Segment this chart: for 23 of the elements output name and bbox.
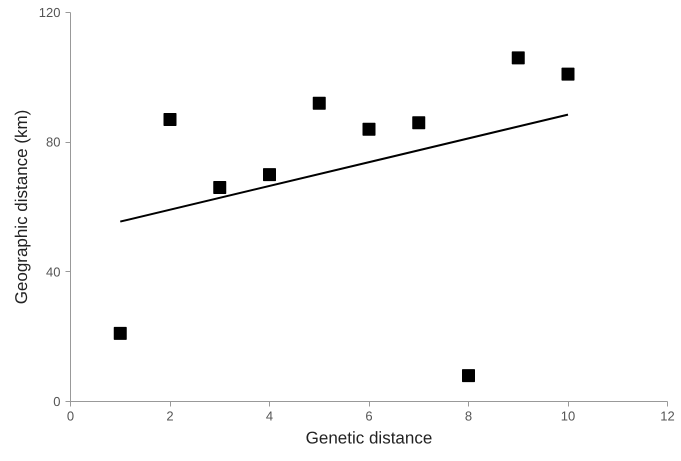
point	[114, 326, 127, 340]
x-tick-label: 0	[66, 408, 74, 424]
point	[412, 116, 426, 130]
point	[263, 168, 276, 182]
x-tick-label: 2	[166, 408, 174, 424]
x-tick-label: 6	[365, 408, 373, 424]
y-tick-label: 40	[46, 264, 61, 280]
y-axis-title: Geographic distance (km)	[12, 110, 31, 304]
x-tick-label: 8	[464, 408, 472, 424]
point	[362, 122, 376, 136]
point	[164, 112, 176, 126]
x-tick-label: 10	[560, 408, 576, 424]
x-tick-label: 12	[660, 408, 675, 424]
x-tick-label: 4	[266, 408, 274, 424]
point	[213, 181, 226, 194]
y-tick-label: 80	[46, 134, 61, 150]
y-tick-label: 0	[53, 394, 61, 409]
point	[312, 96, 326, 110]
point	[562, 68, 574, 81]
y-tick-label: 120	[38, 5, 61, 20]
x-axis-title: Genetic distance	[306, 428, 432, 448]
point	[462, 369, 475, 382]
point	[512, 51, 525, 64]
